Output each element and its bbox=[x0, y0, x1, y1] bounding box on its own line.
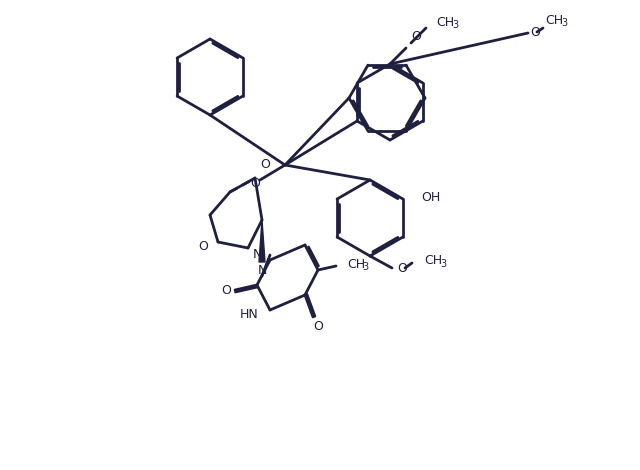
Text: O: O bbox=[397, 261, 407, 274]
Text: O: O bbox=[250, 177, 260, 189]
Text: OH: OH bbox=[421, 190, 440, 204]
Text: O: O bbox=[221, 283, 231, 297]
Text: N: N bbox=[253, 249, 262, 261]
Text: CH: CH bbox=[424, 254, 442, 267]
Text: 3: 3 bbox=[561, 18, 567, 28]
Text: CH: CH bbox=[436, 16, 454, 29]
Text: CH: CH bbox=[545, 14, 563, 26]
Text: O: O bbox=[313, 320, 323, 332]
Text: O: O bbox=[530, 25, 540, 39]
Text: 3: 3 bbox=[362, 262, 368, 272]
Text: O: O bbox=[260, 158, 270, 171]
Text: N: N bbox=[257, 264, 267, 276]
Text: HN: HN bbox=[239, 308, 258, 321]
Text: CH: CH bbox=[347, 258, 365, 271]
Text: 3: 3 bbox=[452, 20, 458, 30]
Text: O: O bbox=[411, 30, 421, 43]
Text: O: O bbox=[198, 240, 208, 252]
Polygon shape bbox=[259, 220, 265, 262]
Text: 3: 3 bbox=[440, 259, 446, 269]
